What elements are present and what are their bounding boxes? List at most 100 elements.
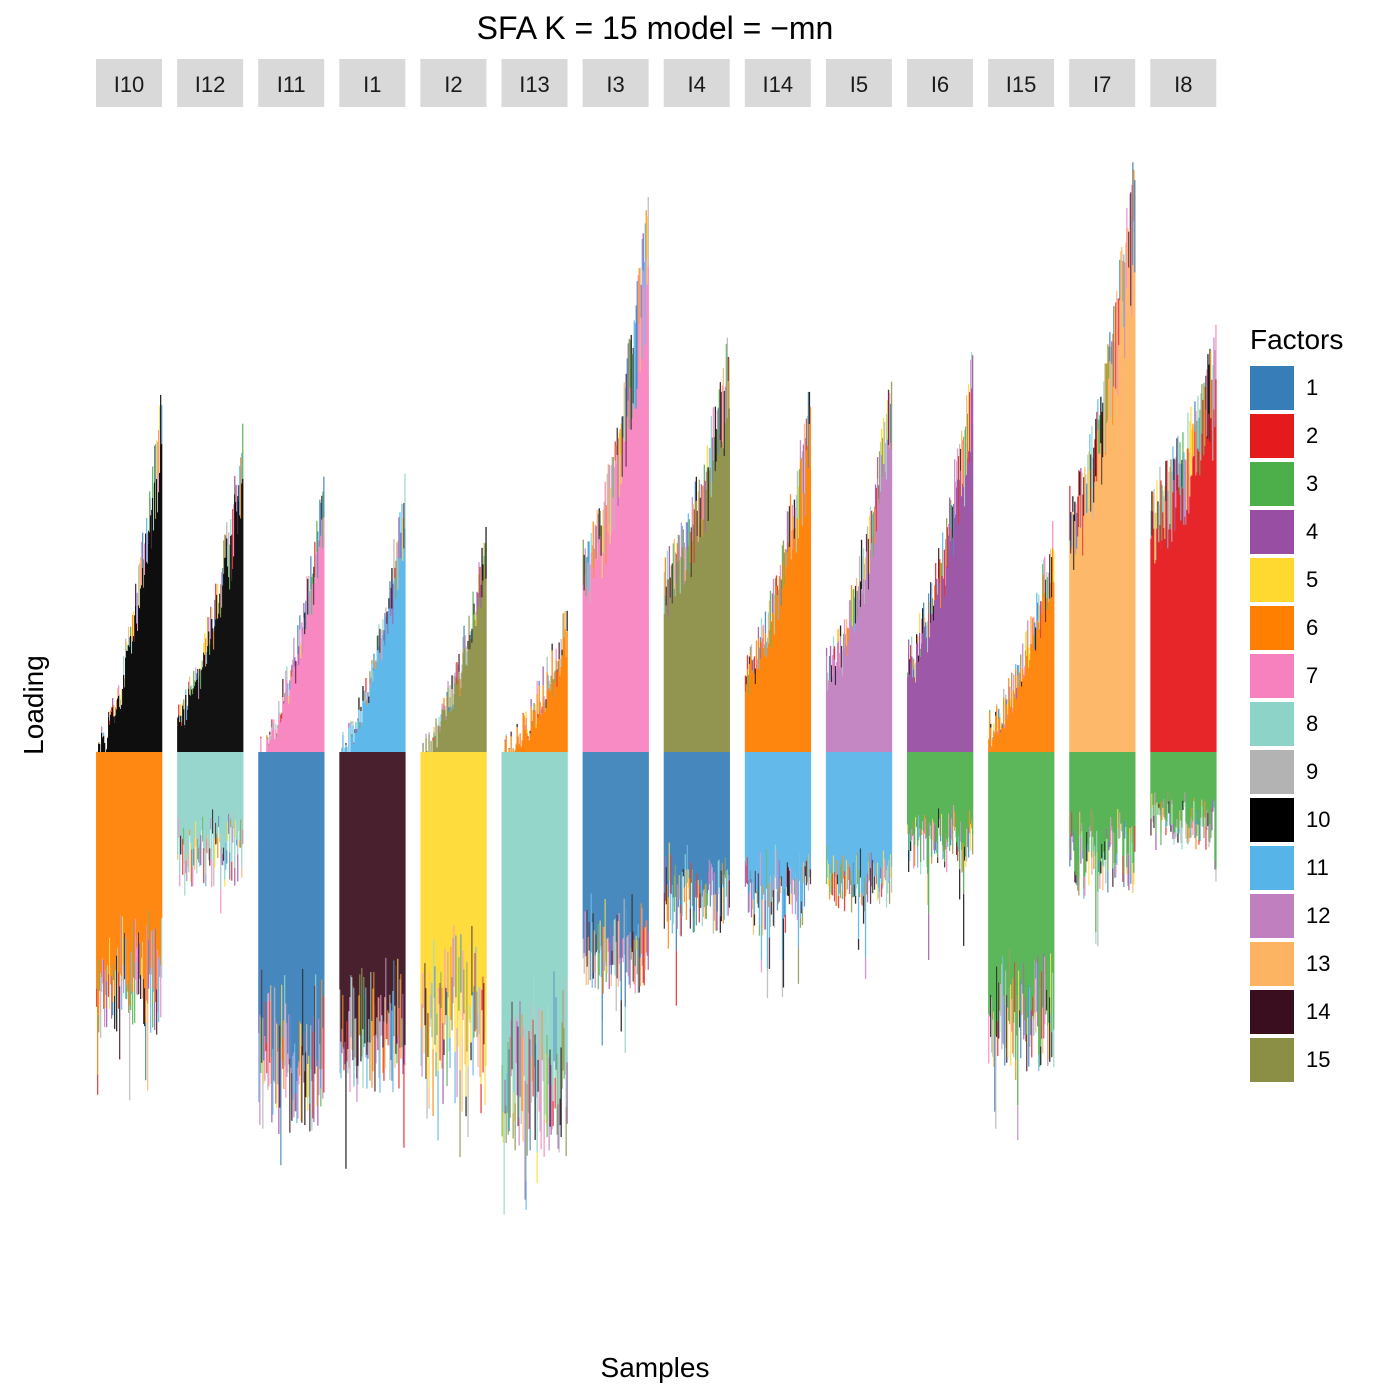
bar-positive-other <box>1084 466 1086 532</box>
bar-positive-other <box>531 720 533 727</box>
bar-negative <box>446 752 448 992</box>
bar-negative <box>1159 752 1161 811</box>
bar-negative-other <box>917 846 919 868</box>
bar-positive <box>780 605 783 752</box>
bar-negative-other <box>560 1047 562 1137</box>
bar-negative-other <box>1124 820 1126 839</box>
bar-positive-other <box>135 583 137 606</box>
bar-positive-other <box>990 723 992 728</box>
bar-negative <box>480 752 482 1085</box>
bar-negative-other <box>357 1065 359 1085</box>
bar-positive-other <box>202 660 204 668</box>
bar-positive <box>592 567 594 752</box>
bar-positive-other <box>676 543 678 562</box>
bar-positive <box>388 608 390 752</box>
bar-positive-other <box>1203 382 1205 456</box>
bar-negative-other <box>831 873 834 896</box>
panel-label: I11 <box>277 72 306 97</box>
bar-positive-other <box>939 559 941 584</box>
bar-positive-other <box>122 688 124 704</box>
bar-negative <box>563 752 565 1028</box>
bar-positive-other <box>302 627 304 655</box>
bar-positive <box>449 697 451 752</box>
bar-positive-other <box>768 600 771 630</box>
bar-positive <box>179 721 181 752</box>
bar-negative <box>1012 752 1014 979</box>
bar-positive <box>135 605 137 752</box>
bar-positive <box>562 638 564 752</box>
bar-positive-other <box>961 430 963 497</box>
bar-negative-other <box>233 810 235 829</box>
bar-negative-other <box>782 918 785 988</box>
bar-positive-other <box>935 563 937 600</box>
bar-negative <box>920 752 922 863</box>
bar-negative <box>309 752 311 1104</box>
bar-negative-other <box>228 813 230 834</box>
bar-positive <box>795 552 798 752</box>
bar-negative-other <box>924 815 926 834</box>
bar-positive <box>269 734 271 752</box>
bar-negative-other <box>349 997 351 1093</box>
bar-positive <box>631 418 633 752</box>
bar-positive <box>279 720 281 752</box>
bar-positive <box>951 529 953 752</box>
bar-positive-other <box>802 444 805 494</box>
bar-negative-other <box>368 1019 370 1043</box>
bar-positive <box>206 663 208 752</box>
legend-item-8: 8 <box>1250 700 1343 748</box>
bar-negative-other <box>292 1055 294 1101</box>
bar-positive-other <box>799 440 802 461</box>
bar-positive-other <box>1102 402 1104 458</box>
legend-item-14: 14 <box>1250 988 1343 1036</box>
bar-negative <box>1210 752 1212 813</box>
bar-negative <box>1053 752 1055 1030</box>
bar-positive <box>285 689 287 752</box>
bar-positive-other <box>369 671 371 684</box>
bar-positive <box>565 656 567 752</box>
bar-positive-other <box>1036 592 1038 631</box>
bar-negative <box>1106 752 1108 829</box>
bar-negative <box>258 752 260 1034</box>
bar-positive <box>308 596 310 752</box>
bar-positive <box>1186 509 1188 752</box>
bar-negative-other <box>525 1181 527 1210</box>
bar-negative <box>849 752 852 871</box>
bar-positive <box>1036 630 1038 752</box>
bar-positive <box>888 448 891 752</box>
bar-positive <box>228 577 230 752</box>
bar-positive-other <box>1127 228 1129 293</box>
bar-positive-other <box>120 699 122 709</box>
bar-positive <box>1202 452 1204 752</box>
bar-negative <box>647 752 649 933</box>
bar-negative-other <box>1200 817 1202 827</box>
panel-label: I4 <box>688 72 706 97</box>
bar-positive-other <box>603 501 605 554</box>
bar-positive <box>115 715 117 752</box>
bar-positive-other <box>225 535 227 558</box>
bar-positive <box>765 657 768 752</box>
bar-positive <box>504 741 506 752</box>
bar-positive-other <box>278 701 280 714</box>
bar-positive <box>1165 500 1167 752</box>
bar-positive-other <box>671 563 673 604</box>
bar-positive <box>745 684 748 752</box>
bar-negative-other <box>703 889 705 908</box>
bar-positive <box>1074 521 1076 752</box>
bar-positive <box>403 548 405 752</box>
bar-positive-other <box>783 552 786 585</box>
bar-positive <box>1043 574 1045 752</box>
bar-positive-other <box>535 723 537 729</box>
bar-positive-other <box>363 690 365 701</box>
bar-positive-other <box>234 475 236 495</box>
bar-negative <box>552 752 554 1102</box>
bar-negative <box>805 752 808 861</box>
bar-positive-other <box>1129 194 1131 229</box>
bar-positive-other <box>917 635 919 643</box>
bar-negative <box>1034 752 1036 961</box>
bar-negative-other <box>1126 867 1128 875</box>
bar-negative <box>837 752 840 896</box>
bar-positive <box>369 683 371 752</box>
bar-positive-other <box>382 619 384 636</box>
bar-negative-other <box>637 924 639 993</box>
bar-negative <box>614 752 616 919</box>
